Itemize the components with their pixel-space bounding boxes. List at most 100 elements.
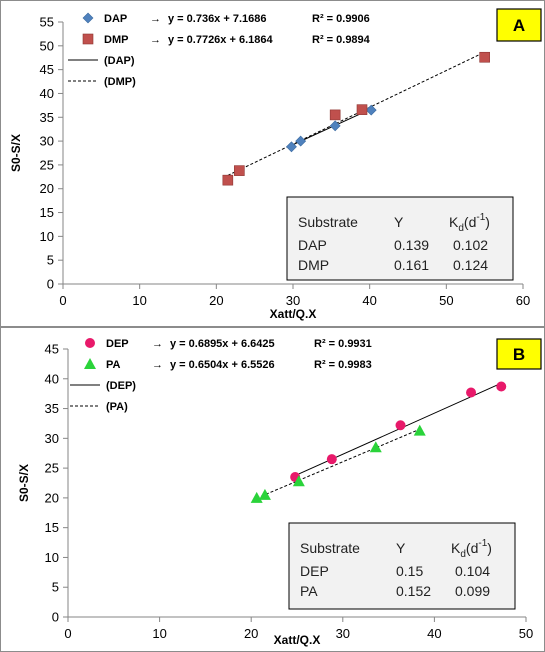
x-tick-label: 20 <box>244 626 258 641</box>
x-tick-label: 60 <box>516 293 530 308</box>
x-tick-label: 10 <box>132 293 146 308</box>
data-point-dep <box>496 381 507 392</box>
x-axis-label: Xatt/Q.X <box>274 633 321 647</box>
data-point-pa <box>292 475 305 487</box>
y-tick-label: 10 <box>40 229 54 244</box>
table-header-y: Y <box>394 214 404 230</box>
data-point-dmp <box>222 174 234 186</box>
parameter-table <box>286 196 514 281</box>
legend-equation: y = 0.6895x + 6.6425 <box>170 338 275 350</box>
panel-badge <box>496 338 542 370</box>
table-cell-y: 0.139 <box>394 237 429 253</box>
y-tick-label: 15 <box>45 520 59 535</box>
x-tick-label: 30 <box>336 626 350 641</box>
y-tick-label: 40 <box>40 86 54 101</box>
legend-marker-pa <box>84 358 96 369</box>
y-tick-label: 35 <box>40 110 54 125</box>
legend-arrow: → <box>152 359 163 371</box>
chart-panel-b: 0 5 10 15 20 25 30 35 40 45 0 10 20 30 40 50 Xatt/Q.X S0-… <box>0 327 545 652</box>
y-tick-label: 45 <box>40 62 54 77</box>
table-header-substrate: Substrate <box>298 214 358 230</box>
y-tick-label: 50 <box>40 38 54 53</box>
legend-r2: R² = 0.9983 <box>314 359 372 371</box>
legend-series-name: DAP <box>104 13 127 25</box>
table-header-kd: Kd(d-1) <box>451 538 492 560</box>
data-point-dep <box>466 387 477 398</box>
y-tick-label: 5 <box>47 253 54 268</box>
chart-a-svg: 0 5 10 15 20 25 30 35 40 45 50 55 0 10 20 30 40 50 60 Xatt/… <box>0 0 545 327</box>
trendline-pa <box>256 428 420 499</box>
legend-fit-label: (DEP) <box>106 380 136 392</box>
table-cell-substrate: PA <box>300 583 318 599</box>
y-tick-label: 20 <box>45 490 59 505</box>
data-point-dep <box>326 454 337 465</box>
panel-label: B <box>513 345 525 364</box>
y-tick-label: 25 <box>45 461 59 476</box>
table-cell-kd: 0.124 <box>453 257 488 273</box>
table-cell-kd: 0.104 <box>455 563 490 579</box>
data-point-pa <box>258 488 271 500</box>
y-tick-label: 30 <box>40 134 54 149</box>
legend-fit-label: (PA) <box>106 401 128 413</box>
legend-r2: R² = 0.9894 <box>312 34 371 46</box>
table-cell-substrate: DEP <box>300 563 329 579</box>
y-tick-label: 35 <box>45 401 59 416</box>
data-point-dap <box>365 104 377 116</box>
legend-r2: R² = 0.9906 <box>312 13 370 25</box>
chart-b-svg: 0 5 10 15 20 25 30 35 40 45 0 10 20 30 40 50 Xatt/Q.X S0-… <box>0 327 545 652</box>
y-tick-label: 5 <box>52 580 59 595</box>
legend-equation: y = 0.7726x + 6.1864 <box>168 34 273 46</box>
legend-marker-dap <box>82 12 94 24</box>
y-tick-label: 30 <box>45 431 59 446</box>
table-cell-kd: 0.099 <box>455 583 490 599</box>
data-point-pa <box>413 424 426 436</box>
legend-equation: y = 0.736x + 7.1686 <box>168 13 266 25</box>
data-point-dap <box>329 120 341 132</box>
table-cell-y: 0.152 <box>396 583 431 599</box>
data-point-pa <box>250 491 263 503</box>
data-point-dmp <box>356 104 368 115</box>
data-point-dap <box>295 135 307 147</box>
legend-arrow: → <box>152 338 163 350</box>
table-cell-y: 0.15 <box>396 563 423 579</box>
x-tick-label: 0 <box>59 293 66 308</box>
legend-marker-dmp <box>82 33 94 45</box>
legend-arrow: → <box>150 13 161 25</box>
x-tick-label: 30 <box>286 293 300 308</box>
y-axis-label: S0-S/X <box>17 464 31 502</box>
data-point-dmp <box>479 51 490 63</box>
data-point-dmp <box>234 165 245 176</box>
panel-label: A <box>513 16 525 35</box>
table-cell-substrate: DMP <box>298 257 329 273</box>
x-tick-label: 50 <box>519 626 533 641</box>
y-tick-label: 40 <box>45 371 59 386</box>
x-tick-label: 10 <box>152 626 166 641</box>
x-tick-label: 50 <box>439 293 453 308</box>
trendline-dmp <box>227 51 485 176</box>
table-header-y: Y <box>396 540 406 556</box>
table-cell-substrate: DAP <box>298 237 327 253</box>
data-point-pa <box>369 441 382 453</box>
data-point-dmp <box>329 109 341 121</box>
y-tick-label: 15 <box>40 205 54 220</box>
legend-equation: y = 0.6504x + 6.5526 <box>170 359 275 371</box>
legend-r2: R² = 0.9931 <box>314 338 372 350</box>
data-point-dap <box>286 141 297 153</box>
x-tick-label: 40 <box>427 626 441 641</box>
data-point-dep <box>395 420 406 431</box>
y-tick-label: 55 <box>40 15 54 30</box>
parameter-table <box>288 522 516 610</box>
y-tick-label: 0 <box>47 277 54 292</box>
chart-panel-a: 0 5 10 15 20 25 30 35 40 45 50 55 0 10 20 30 40 50 60 Xatt/… <box>0 0 545 327</box>
table-header-kd: Kd(d-1) <box>449 212 490 234</box>
panel-badge <box>496 8 542 42</box>
y-tick-label: 0 <box>52 610 59 625</box>
y-tick-label: 10 <box>45 550 59 565</box>
legend-series-name: PA <box>106 359 121 371</box>
x-tick-label: 40 <box>362 293 376 308</box>
table-cell-y: 0.161 <box>394 257 429 273</box>
y-tick-label: 20 <box>40 181 54 196</box>
table-cell-kd: 0.102 <box>453 237 488 253</box>
legend-fit-label: (DAP) <box>104 55 135 67</box>
y-tick-label: 25 <box>40 157 54 172</box>
